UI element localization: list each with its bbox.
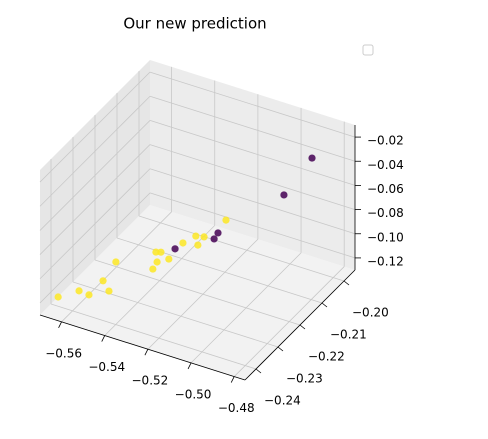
point	[112, 258, 120, 266]
point	[192, 232, 200, 240]
grid-line	[39, 168, 151, 280]
grid-line	[149, 95, 356, 162]
grid-line	[138, 215, 345, 282]
grid-line	[149, 168, 356, 235]
points	[54, 154, 316, 301]
y-tick	[343, 280, 350, 286]
x-tick-label: −0.52	[132, 374, 169, 388]
legend	[362, 44, 374, 56]
x-tick	[101, 335, 106, 342]
z-tick-label: −0.02	[367, 134, 404, 148]
grid-line	[149, 120, 356, 186]
point	[105, 287, 113, 295]
point	[194, 241, 202, 249]
point	[210, 235, 218, 243]
x-tick-label: −0.56	[45, 346, 82, 360]
grid-line	[149, 71, 356, 138]
grid-line	[149, 144, 356, 210]
grid-line	[50, 303, 257, 370]
point	[222, 216, 230, 224]
y-tick-label: −0.21	[330, 328, 367, 342]
z-tick-label: −0.12	[367, 254, 404, 268]
y-tick	[277, 346, 284, 352]
chart-title: Our new prediction	[123, 15, 266, 33]
z-tick-label: −0.08	[367, 206, 404, 220]
x-tick	[230, 376, 235, 383]
y-tick-label: −0.22	[308, 350, 345, 364]
z-tick-label: −0.04	[367, 158, 404, 172]
grid-line	[39, 144, 151, 255]
z-tick-label: −0.06	[367, 182, 404, 196]
x-tick	[144, 349, 149, 356]
point	[165, 255, 173, 263]
point	[99, 277, 107, 285]
point	[280, 191, 288, 199]
x-axis-line	[39, 314, 246, 381]
y-tick	[255, 368, 262, 374]
grid-line	[39, 71, 151, 183]
y-tick-label: −0.20	[352, 306, 389, 320]
y-tick	[299, 324, 306, 330]
point	[308, 154, 316, 162]
point	[85, 291, 93, 299]
grid	[39, 66, 361, 383]
point	[75, 287, 83, 295]
point	[149, 265, 157, 273]
x-tick-label: −0.50	[175, 387, 212, 401]
grid-line	[39, 192, 151, 304]
grid-line	[94, 259, 301, 326]
x-tick-label: −0.54	[88, 360, 125, 374]
z-tick-label: −0.10	[367, 230, 404, 244]
point	[171, 245, 179, 253]
x-tick	[58, 321, 62, 329]
point	[153, 258, 161, 266]
grid-line	[39, 120, 151, 231]
point	[54, 293, 62, 301]
y-tick-label: −0.24	[264, 394, 301, 408]
y-tick-label: −0.23	[286, 372, 323, 386]
x-tick	[187, 362, 192, 370]
panes	[40, 60, 355, 380]
grid-line	[39, 95, 151, 207]
point	[179, 239, 187, 247]
grid-line	[149, 192, 356, 259]
point	[200, 233, 208, 241]
point	[157, 248, 165, 256]
y-tick	[321, 302, 328, 308]
point	[214, 229, 222, 237]
x-tick-label: −0.48	[218, 401, 255, 415]
grid-line	[116, 237, 323, 304]
